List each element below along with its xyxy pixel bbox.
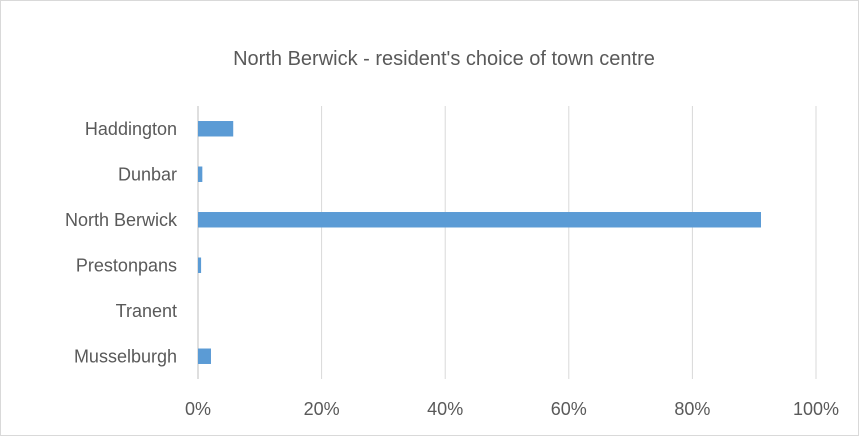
x-tick-label-2: 40% xyxy=(427,399,463,419)
bar-prestonpans xyxy=(198,257,202,273)
bar-north-berwick xyxy=(198,212,761,228)
category-label-musselburgh: Musselburgh xyxy=(74,346,177,366)
x-tick-label-3: 60% xyxy=(551,399,587,419)
bar-haddington xyxy=(198,121,234,137)
category-label-haddington: Haddington xyxy=(85,119,177,139)
x-tick-label-1: 20% xyxy=(304,399,340,419)
bar-musselburgh xyxy=(198,348,211,364)
category-label-north-berwick: North Berwick xyxy=(65,210,178,230)
x-axis-tick-labels: 0% 20% 40% 60% 80% 100% xyxy=(185,399,839,419)
category-label-tranent: Tranent xyxy=(116,301,177,321)
x-tick-label-4: 80% xyxy=(674,399,710,419)
bar-dunbar xyxy=(198,166,203,182)
x-tick-label-0: 0% xyxy=(185,399,211,419)
category-label-prestonpans: Prestonpans xyxy=(76,255,177,275)
x-tick-label-5: 100% xyxy=(793,399,839,419)
chart-title: North Berwick - resident's choice of tow… xyxy=(233,48,655,70)
category-label-dunbar: Dunbar xyxy=(118,164,177,184)
bars xyxy=(198,121,761,364)
category-labels: Haddington Dunbar North Berwick Prestonpans… xyxy=(65,119,178,367)
gridlines xyxy=(197,106,817,379)
